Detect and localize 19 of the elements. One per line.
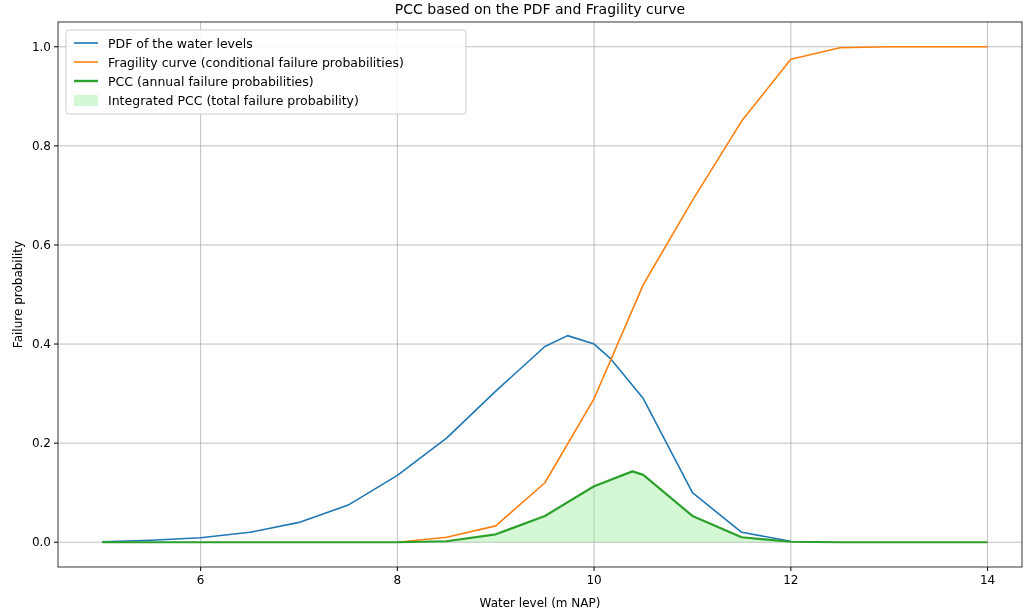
chart-title: PCC based on the PDF and Fragility curve bbox=[394, 1, 686, 17]
x-tick-label: 12 bbox=[783, 573, 799, 587]
legend-label: PCC (annual failure probabilities) bbox=[108, 74, 314, 89]
y-tick-label: 0.8 bbox=[31, 138, 51, 153]
y-tick-label: 0.2 bbox=[31, 436, 51, 451]
y-tick-label: 0.0 bbox=[31, 535, 51, 550]
y-axis-title: Failure probability bbox=[11, 240, 25, 349]
x-tick-label: 10 bbox=[586, 573, 602, 587]
legend-label: Fragility curve (conditional failure probabilities) bbox=[108, 55, 404, 70]
line-series bbox=[101, 470, 989, 544]
legend-label: PDF of the water levels bbox=[108, 36, 253, 51]
y-tick-label: 0.6 bbox=[31, 237, 51, 252]
y-tick-label: 0.4 bbox=[31, 337, 51, 352]
legend-label: Integrated PCC (total failure probability) bbox=[108, 93, 359, 108]
x-tick-label: 14 bbox=[979, 573, 996, 587]
x-tick-label: 8 bbox=[393, 573, 402, 587]
x-tick-label: 6 bbox=[196, 573, 205, 587]
y-tick-label: 1.0 bbox=[31, 39, 51, 54]
x-axis-title: Water level (m NAP) bbox=[479, 596, 601, 610]
